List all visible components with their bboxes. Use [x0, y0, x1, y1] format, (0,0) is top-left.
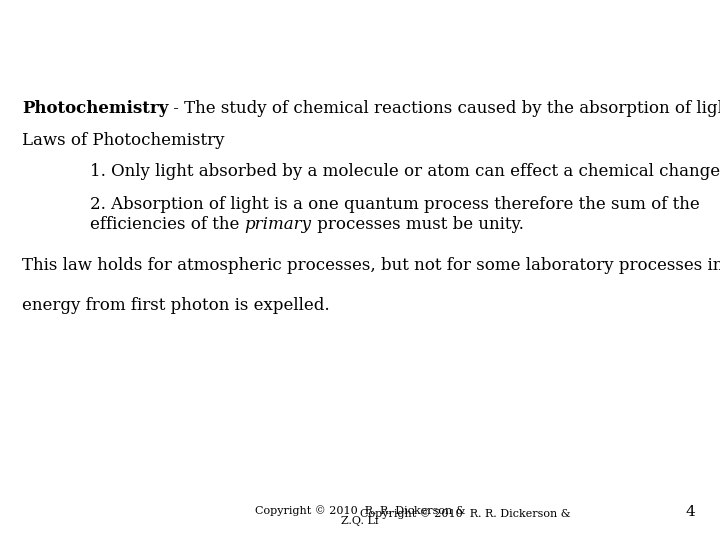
Text: energy from first photon is expelled.: energy from first photon is expelled. — [22, 297, 330, 314]
Text: Copyright © 2010  R. R. Dickerson &: Copyright © 2010 R. R. Dickerson & — [360, 508, 571, 519]
Text: 4: 4 — [685, 505, 695, 519]
Text: efficiencies of the: efficiencies of the — [90, 216, 245, 233]
Text: processes must be unity.: processes must be unity. — [312, 216, 523, 233]
Text: Photochemistry: Photochemistry — [22, 100, 168, 117]
Text: 1. Only light absorbed by a molecule or atom can effect a chemical change.: 1. Only light absorbed by a molecule or … — [90, 163, 720, 180]
Text: primary: primary — [245, 216, 312, 233]
Text: Z.Q. Li: Z.Q. Li — [341, 516, 379, 526]
Text: Laws of Photochemistry: Laws of Photochemistry — [22, 132, 225, 149]
Text: - The study of chemical reactions caused by the absorption of light.: - The study of chemical reactions caused… — [168, 100, 720, 117]
Text: This law holds for atmospheric processes, but not for some laboratory processes : This law holds for atmospheric processes… — [22, 257, 720, 274]
Text: Copyright © 2010  R. R. Dickerson &: Copyright © 2010 R. R. Dickerson & — [255, 505, 465, 516]
Text: 2. Absorption of light is a one quantum process therefore the sum of the: 2. Absorption of light is a one quantum … — [90, 196, 700, 213]
